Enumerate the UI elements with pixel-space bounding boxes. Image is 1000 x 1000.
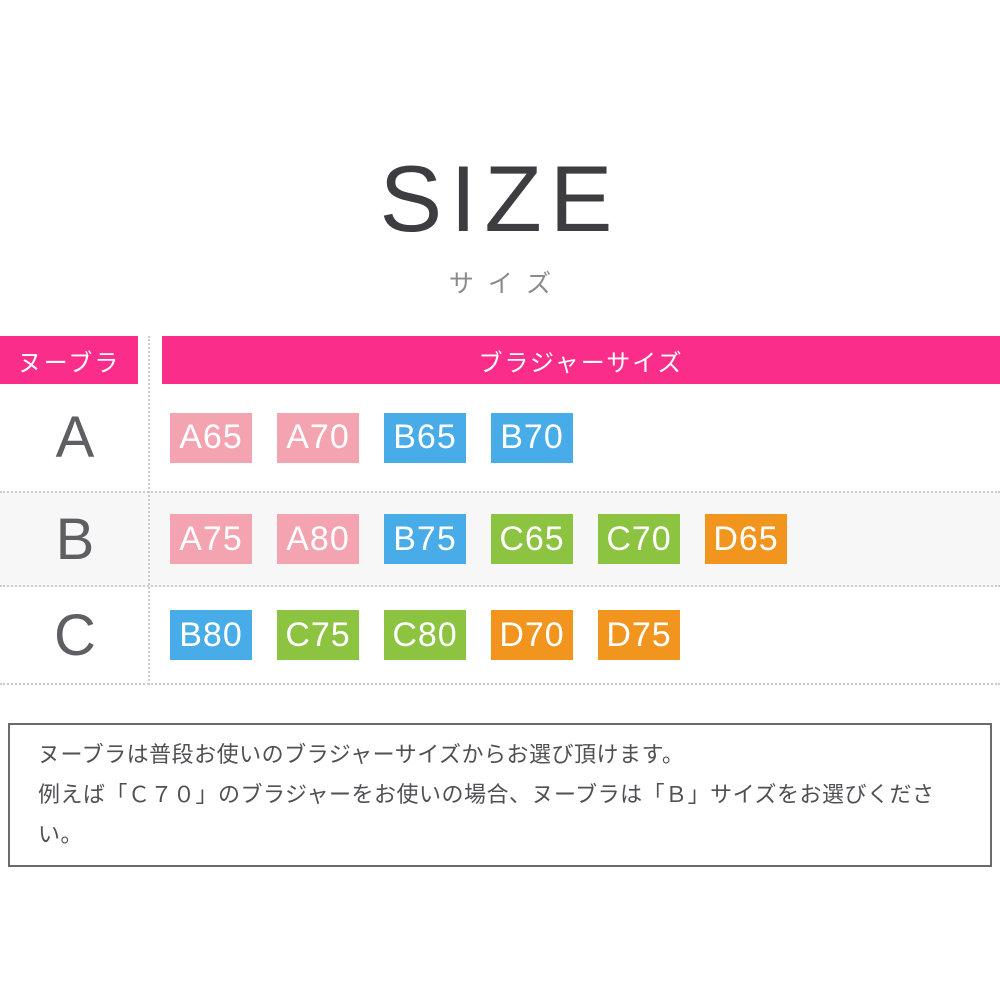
size-badge: A70 xyxy=(277,412,359,463)
size-badge: B75 xyxy=(384,514,466,564)
page-subtitle: サイズ xyxy=(448,270,566,298)
table-row-b: B A75 A80 B75 C65 C70 D65 xyxy=(0,491,1000,587)
row-a-badges: A65 A70 B65 B70 xyxy=(150,412,1000,463)
note-line-1: ヌーブラは普段お使いのブラジャーサイズからお選び頂けます。 xyxy=(38,742,685,767)
page-title: SIZE xyxy=(379,146,621,251)
size-badge: D70 xyxy=(491,610,573,660)
row-label-b: B xyxy=(55,506,95,572)
size-table: ヌーブラ ブラジャーサイズ A A65 A70 B65 B70 B A75 A8… xyxy=(0,336,1000,685)
note-line-2: 例えば「Ｃ７０」のブラジャーをお使いの場合、ヌーブラは「Ｂ」サイズをお選びくださ… xyxy=(38,782,935,847)
table-header-nubra: ヌーブラ xyxy=(0,336,138,384)
table-column-divider xyxy=(148,336,150,685)
size-badge: C75 xyxy=(277,610,359,660)
size-note-box: ヌーブラは普段お使いのブラジャーサイズからお選び頂けます。 例えば「Ｃ７０」のブ… xyxy=(8,723,992,867)
size-badge: A80 xyxy=(277,514,359,564)
table-header-row: ヌーブラ ブラジャーサイズ xyxy=(0,336,1000,384)
size-badge: C70 xyxy=(598,514,680,564)
size-badge: B70 xyxy=(491,412,573,463)
row-b-badges: A75 A80 B75 C65 C70 D65 xyxy=(150,514,1000,564)
size-badge: D65 xyxy=(705,514,787,564)
size-badge: A75 xyxy=(170,514,252,564)
row-c-badges: B80 C75 C80 D70 D75 xyxy=(150,610,1000,660)
size-badge: A65 xyxy=(170,412,252,463)
size-badge: B80 xyxy=(170,610,252,660)
size-badge: C80 xyxy=(384,610,466,660)
size-badge: D75 xyxy=(598,610,680,660)
size-badge: C65 xyxy=(491,514,573,564)
table-row-a: A A65 A70 B65 B70 xyxy=(0,384,1000,491)
table-row-c: C B80 C75 C80 D70 D75 xyxy=(0,587,1000,685)
size-badge: B65 xyxy=(384,412,466,463)
row-label-c: C xyxy=(54,602,96,668)
table-header-bra-size: ブラジャーサイズ xyxy=(162,336,1000,384)
row-label-a: A xyxy=(55,405,95,470)
